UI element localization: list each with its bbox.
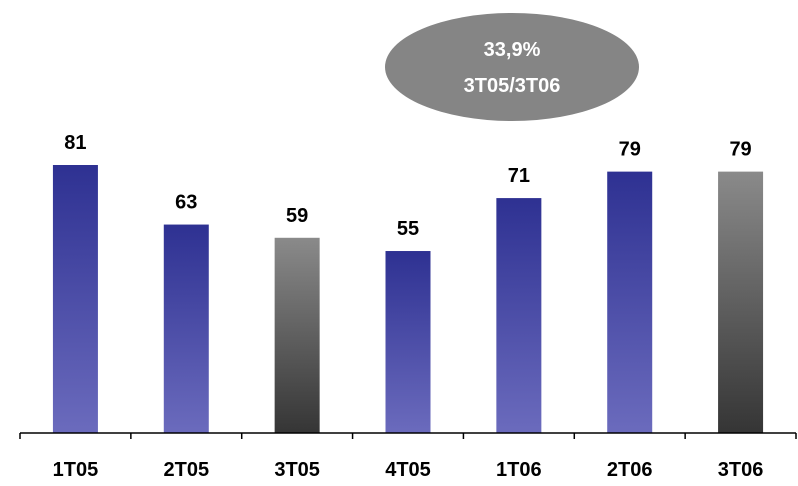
annotation-percent: 33,9% xyxy=(484,39,541,61)
data-label-4T05: 55 xyxy=(397,218,419,240)
annotation-period: 3T05/3T06 xyxy=(464,75,561,97)
category-label-2T05: 2T05 xyxy=(163,459,209,481)
category-label-2T06: 2T06 xyxy=(607,459,653,481)
category-label-1T05: 1T05 xyxy=(53,459,99,481)
data-label-1T06: 71 xyxy=(508,165,530,187)
bars-group xyxy=(52,165,764,433)
x-axis xyxy=(19,432,797,439)
bar-3T05 xyxy=(274,237,320,433)
bar-1T06 xyxy=(496,198,542,433)
category-labels-group: 1T05 2T05 3T05 4T05 1T06 2T06 3T06 xyxy=(53,459,764,481)
annotation-bubble xyxy=(385,13,639,121)
data-labels-group: 81 63 59 55 71 79 79 xyxy=(64,132,751,240)
data-label-2T06: 79 xyxy=(619,139,641,161)
category-label-3T06: 3T06 xyxy=(718,459,764,481)
data-label-1T05: 81 xyxy=(64,132,86,154)
bar-2T06 xyxy=(607,171,653,433)
category-label-3T05: 3T05 xyxy=(274,459,320,481)
data-label-3T05: 59 xyxy=(286,205,308,227)
bar-2T05 xyxy=(163,224,209,433)
growth-annotation: 33,9% 3T05/3T06 xyxy=(385,13,639,121)
category-label-4T05: 4T05 xyxy=(385,459,431,481)
category-label-1T06: 1T06 xyxy=(496,459,542,481)
bar-3T06 xyxy=(718,171,764,433)
data-label-3T06: 79 xyxy=(729,139,751,161)
bar-4T05 xyxy=(385,251,431,433)
bar-1T05 xyxy=(52,165,98,433)
data-label-2T05: 63 xyxy=(175,192,197,214)
